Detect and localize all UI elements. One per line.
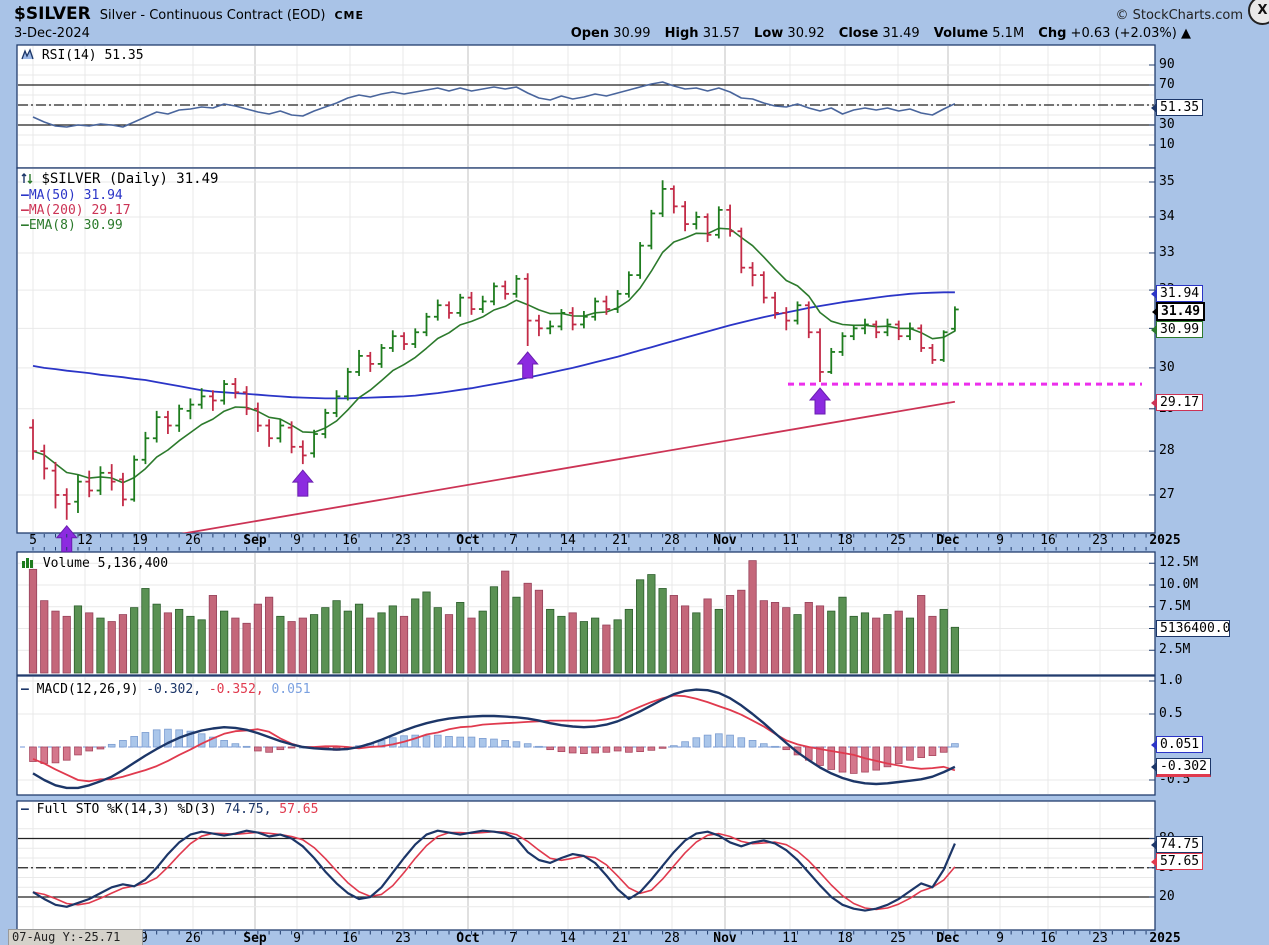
volume-label: Volume: [933, 26, 989, 41]
volume-value: 5.1M: [992, 26, 1025, 41]
ma200-value-box: 29.17: [1150, 394, 1204, 411]
ma200-swatch: —: [21, 203, 29, 218]
volume-bars-icon: [22, 558, 33, 568]
macd-value-box: -0.302: [1151, 758, 1211, 777]
macd-legend-text: MACD(12,26,9): [36, 682, 139, 697]
macd-swatch: —: [21, 682, 37, 697]
up-triangle-icon: ▲: [1181, 26, 1191, 41]
chg-label: Chg: [1038, 26, 1067, 41]
pr-panel: [16, 167, 1156, 534]
price-chart-icon: [21, 173, 33, 184]
close-label: Close: [838, 26, 879, 41]
quote-date: 3-Dec-2024: [14, 26, 90, 41]
symbol-description: Silver - Continuous Contract (EOD): [99, 8, 326, 23]
sto-series: [32, 829, 956, 912]
ema8-value-box: 30.99: [1150, 321, 1204, 338]
rsi-value-box: 51.35: [1150, 99, 1204, 116]
ma200-line: [180, 400, 956, 533]
rsi-legend: RSI(14) 51.35: [21, 48, 144, 63]
volume-legend-text: Volume 5,136,400: [42, 556, 169, 571]
ma200-legend-text: MA(200) 29.17: [28, 203, 131, 218]
stockcharts-watermark: © StockCharts.com: [1115, 8, 1243, 23]
ma50-value-box: 31.94: [1150, 285, 1204, 302]
sto-legend-text: Full STO %K(14,3) %D(3): [36, 802, 217, 817]
macd-panel: [16, 675, 1156, 796]
rsi-legend-text: RSI(14) 51.35: [41, 48, 144, 63]
volume-series: [28, 560, 960, 674]
sto-swatch: —: [21, 802, 37, 817]
high-value: 31.57: [702, 26, 740, 41]
exchange-label: CME: [334, 9, 364, 22]
sto-k-box: 74.75: [1150, 836, 1204, 853]
last-price-box: 31.49: [1151, 302, 1206, 321]
volume-legend: Volume 5,136,400: [21, 556, 168, 571]
rsi-series: [32, 81, 956, 128]
open-value: 30.99: [613, 26, 651, 41]
close-button[interactable]: X: [1248, 0, 1269, 25]
high-label: High: [664, 26, 699, 41]
sto-d-value: 57.65: [279, 802, 319, 817]
buy-signal-arrow: [55, 525, 78, 553]
rsi-icon: [21, 48, 34, 60]
ema8-swatch: —: [21, 218, 29, 233]
header-title-row: $SILVER Silver - Continuous Contract (EO…: [14, 4, 364, 24]
macd-signal-value: -0.352,: [208, 682, 264, 697]
close-value: 31.49: [882, 26, 920, 41]
ma50-swatch: —: [21, 188, 29, 203]
buy-signal-arrow: [516, 351, 539, 379]
macd-series: [29, 688, 959, 790]
ma200-legend: —MA(200) 29.17: [21, 203, 131, 218]
crosshair-readout: 07-Aug Y:-25.71: [8, 929, 143, 945]
quote-summary: Open 30.99 High 31.57 Low 30.92 Close 31…: [561, 26, 1191, 41]
buy-signal-arrow: [291, 469, 314, 497]
ema8-legend: —EMA(8) 30.99: [21, 218, 123, 233]
open-label: Open: [570, 26, 610, 41]
buy-signal-arrow: [808, 387, 832, 415]
low-value: 30.92: [787, 26, 825, 41]
price-series: [29, 180, 1142, 533]
macd-legend: — MACD(12,26,9) -0.302, -0.352, 0.051: [21, 682, 311, 697]
price-legend-text: $SILVER (Daily) 31.49: [41, 171, 219, 187]
symbol-label: $SILVER: [14, 4, 91, 24]
low-label: Low: [754, 26, 784, 41]
ma50-legend: —MA(50) 31.94: [21, 188, 123, 203]
sto-k-value: 74.75,: [224, 802, 272, 817]
sto-panel: [16, 800, 1156, 931]
ema8-legend-text: EMA(8) 30.99: [28, 218, 123, 233]
ma50-legend-text: MA(50) 31.94: [28, 188, 123, 203]
sto-d-box: 57.65: [1150, 853, 1204, 870]
chg-value: +0.63 (+2.03%): [1070, 26, 1177, 41]
rsi-panel: [16, 44, 1156, 169]
macd-hist-box: 0.051: [1150, 736, 1204, 753]
volume-value-box: 5136400.0: [1156, 620, 1230, 637]
macd-value: -0.302,: [146, 682, 202, 697]
macd-hist-value: 0.051: [271, 682, 311, 697]
price-legend-title: $SILVER (Daily) 31.49: [21, 171, 218, 187]
sto-legend: — Full STO %K(14,3) %D(3) 74.75, 57.65: [21, 802, 318, 817]
